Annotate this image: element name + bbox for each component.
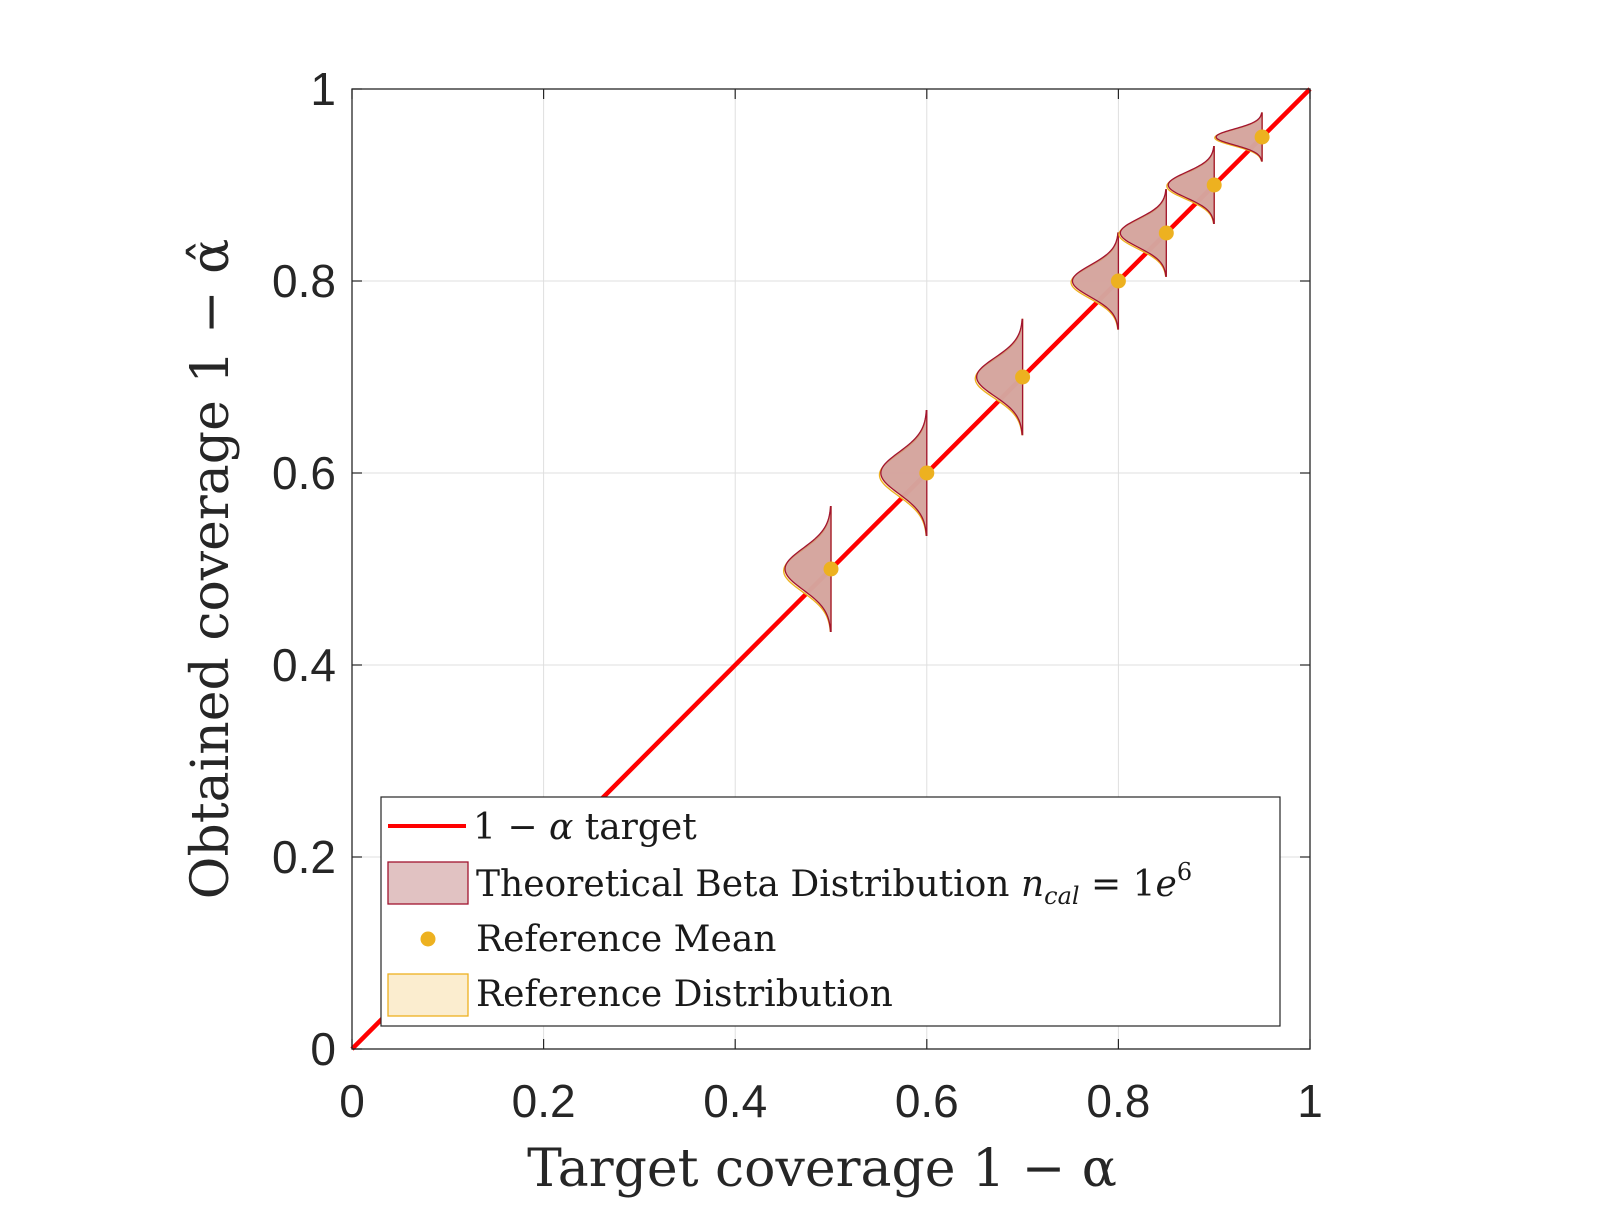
legend-theory-label: Theoretical Beta Distribution ncal = 1e6 (476, 858, 1192, 910)
reference-mean-point (1015, 369, 1031, 385)
x-tick-label: 1 (1297, 1075, 1323, 1127)
plot-frame (351, 88, 1311, 1050)
legend-mean-swatch (420, 931, 436, 947)
x-axis-title: Target coverage 1 − α (527, 1139, 1117, 1199)
theoretical-beta-distribution (1119, 189, 1167, 277)
reference-mean-point (1110, 273, 1126, 289)
legend-mean-label: Reference Mean (476, 919, 776, 960)
theoretical-beta-distribution (1167, 145, 1215, 225)
legend-box (380, 796, 1281, 1027)
y-tick-label: 0.8 (272, 255, 336, 307)
y-tick-label: 0.4 (272, 639, 336, 691)
theoretical-beta-distribution (975, 318, 1024, 436)
reference-mean-point (823, 561, 839, 577)
y-axis-title: Obtained coverage 1 − α̂ (181, 239, 241, 899)
reference-mean-point (919, 465, 935, 481)
legend-theory-swatch (387, 861, 469, 905)
reference-mean-point (1158, 225, 1174, 241)
theoretical-beta-distribution (784, 505, 832, 633)
y-tick-label: 0.2 (272, 831, 336, 883)
x-tick-label: 0.8 (1086, 1075, 1150, 1127)
y-tick-label: 1 (310, 63, 336, 115)
legend-target-label: 1 − α target (473, 807, 697, 848)
reference-mean-point (1206, 177, 1222, 193)
ticks (351, 88, 1311, 1050)
reference-mean-point (1254, 129, 1270, 145)
x-tick-label: 0.4 (703, 1075, 767, 1127)
legend-reference-label: Reference Distribution (476, 974, 893, 1015)
distribution-layer (782, 112, 1263, 633)
x-tick-label: 0.6 (895, 1075, 959, 1127)
theoretical-beta-distribution (1071, 232, 1120, 330)
legend: 1 − α target Theoretical Beta Distributi… (380, 796, 1281, 1027)
y-tick-label: 0 (310, 1023, 336, 1075)
x-tick-labels: 0 0.2 0.4 0.6 0.8 1 (339, 1075, 1323, 1127)
theoretical-beta-distribution (1215, 112, 1263, 162)
y-tick-label: 0.6 (272, 447, 336, 499)
x-tick-label: 0 (339, 1075, 365, 1127)
x-tick-label: 0.2 (512, 1075, 576, 1127)
legend-reference-swatch (387, 973, 469, 1017)
y-tick-labels: 0 0.2 0.4 0.6 0.8 1 (272, 63, 336, 1075)
reference-mean-layer (823, 129, 1270, 577)
theoretical-beta-distribution (880, 409, 928, 537)
